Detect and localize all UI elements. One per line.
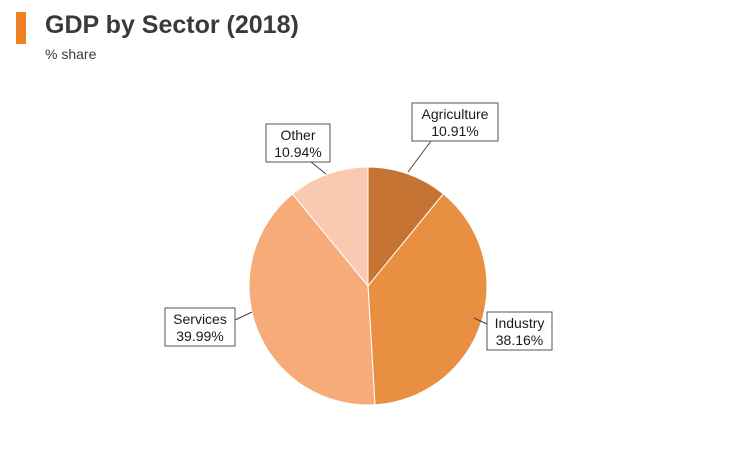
callout-box: [164, 307, 236, 347]
callout-leader-line: [407, 140, 432, 173]
slice-label-name: Other: [280, 127, 315, 143]
slice-label-name: Agriculture: [422, 106, 489, 122]
slice-label-name: Services: [173, 311, 227, 327]
chart-subtitle: % share: [45, 46, 97, 62]
slice-label-value: 38.16%: [496, 332, 543, 348]
callout-leader-line: [310, 161, 327, 175]
callout-box: [486, 311, 553, 351]
pie-slices: [248, 166, 488, 406]
pie-slice-agriculture: [367, 166, 445, 288]
pie-callouts: Agriculture10.91%Industry38.16%Services3…: [164, 102, 553, 351]
callout-box: [265, 123, 331, 163]
pie-slice-services: [248, 193, 376, 406]
callout-leader-line: [234, 311, 253, 321]
slice-label-value: 39.99%: [176, 328, 223, 344]
callout-leader-line: [473, 317, 488, 325]
pie-slice-other: [291, 166, 369, 288]
slice-label-name: Industry: [495, 315, 545, 331]
pie-slice-industry: [367, 193, 488, 406]
slice-label-value: 10.94%: [274, 144, 321, 160]
slice-label-value: 10.91%: [431, 123, 478, 139]
title-accent-bar: [16, 12, 26, 44]
callout-box: [411, 102, 499, 142]
chart-title: GDP by Sector (2018): [45, 11, 299, 39]
